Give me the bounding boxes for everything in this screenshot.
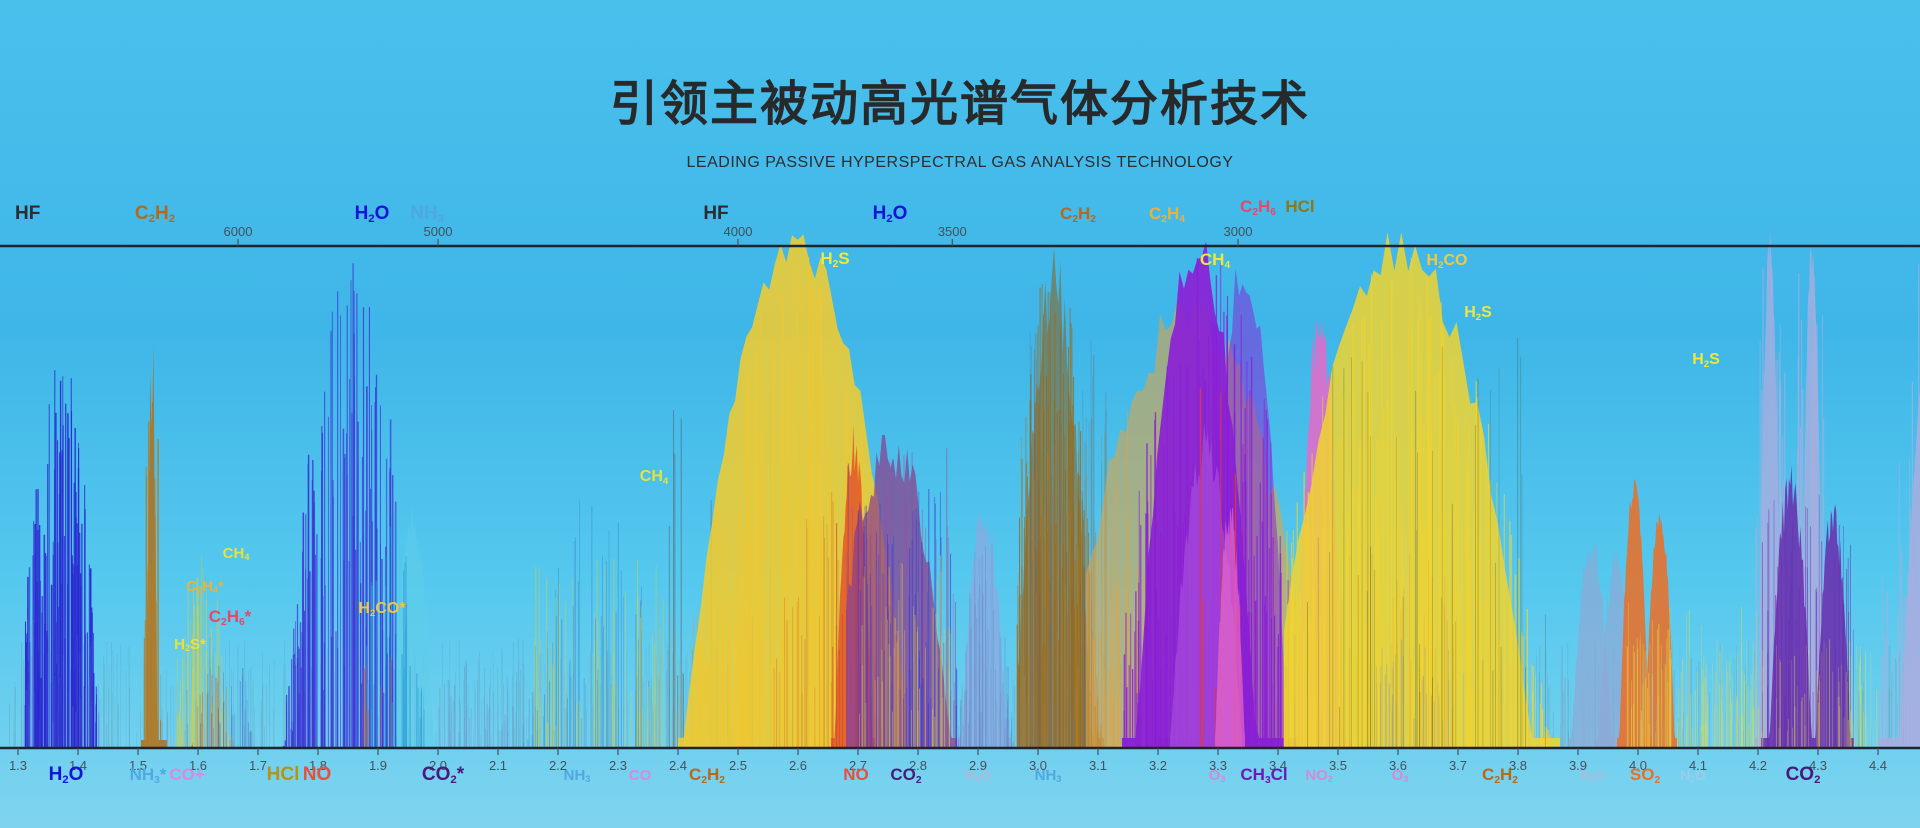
svg-text:2.6: 2.6 <box>789 758 807 773</box>
svg-text:4000: 4000 <box>724 224 753 239</box>
svg-text:C2H6: C2H6 <box>1240 197 1276 218</box>
svg-text:NO: NO <box>843 765 869 784</box>
svg-text:C2H4*: C2H4* <box>186 578 224 595</box>
svg-text:3.2: 3.2 <box>1149 758 1167 773</box>
svg-text:1.7: 1.7 <box>249 758 267 773</box>
svg-text:H2S: H2S <box>1464 304 1492 323</box>
svg-text:CH4: CH4 <box>1200 250 1231 271</box>
svg-text:4.2: 4.2 <box>1749 758 1767 773</box>
svg-text:5000: 5000 <box>424 224 453 239</box>
svg-text:C2H4: C2H4 <box>1149 204 1185 225</box>
svg-text:HCl: HCl <box>267 764 300 785</box>
svg-text:H2S: H2S <box>1692 351 1720 370</box>
svg-text:NH3: NH3 <box>1035 767 1062 784</box>
svg-text:2.1: 2.1 <box>489 758 507 773</box>
svg-text:C2H2: C2H2 <box>1060 204 1096 225</box>
svg-text:H2O: H2O <box>873 203 908 225</box>
svg-text:CH3Cl: CH3Cl <box>1240 765 1287 786</box>
svg-text:HCl: HCl <box>1285 197 1314 216</box>
svg-text:H2O: H2O <box>355 203 390 225</box>
svg-text:3.7: 3.7 <box>1449 758 1467 773</box>
svg-text:2.5: 2.5 <box>729 758 747 773</box>
svg-text:H2CO: H2CO <box>1427 252 1468 271</box>
svg-text:C2H2: C2H2 <box>135 203 175 225</box>
svg-text:H2S: H2S <box>820 249 849 270</box>
svg-text:HF: HF <box>15 203 40 224</box>
svg-text:4.4: 4.4 <box>1869 758 1887 773</box>
svg-text:3000: 3000 <box>1224 224 1253 239</box>
svg-text:CO2*: CO2* <box>422 764 465 786</box>
svg-text:CH4: CH4 <box>223 545 250 562</box>
svg-text:N2O: N2O <box>1580 767 1606 784</box>
svg-text:6000: 6000 <box>224 224 253 239</box>
svg-text:CO+: CO+ <box>169 765 205 784</box>
svg-text:NH3*: NH3* <box>130 765 167 786</box>
svg-text:NH3: NH3 <box>564 767 591 784</box>
svg-text:H2CO*: H2CO* <box>358 600 406 619</box>
svg-text:CH4: CH4 <box>640 468 669 487</box>
svg-text:SO2: SO2 <box>1630 765 1661 786</box>
svg-text:H2S*: H2S* <box>174 636 206 653</box>
svg-text:C2H6*: C2H6* <box>209 607 252 628</box>
svg-text:3.5: 3.5 <box>1329 758 1347 773</box>
svg-text:C2H2: C2H2 <box>689 765 725 786</box>
svg-text:1.3: 1.3 <box>9 758 27 773</box>
svg-text:2.4: 2.4 <box>669 758 687 773</box>
svg-text:1.9: 1.9 <box>369 758 387 773</box>
svg-text:2.3: 2.3 <box>609 758 627 773</box>
svg-text:3.1: 3.1 <box>1089 758 1107 773</box>
svg-text:HF: HF <box>703 203 728 224</box>
svg-text:3500: 3500 <box>938 224 967 239</box>
svg-text:H2O: H2O <box>49 764 84 786</box>
svg-text:NH3: NH3 <box>410 203 444 225</box>
svg-text:CO: CO <box>629 767 652 784</box>
svg-text:NO: NO <box>303 764 332 785</box>
